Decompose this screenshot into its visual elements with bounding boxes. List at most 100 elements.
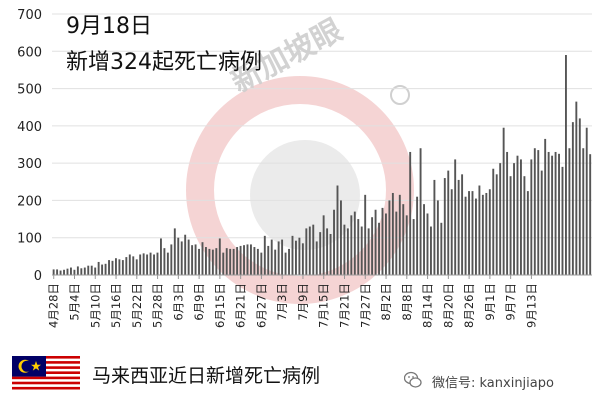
bar — [166, 252, 169, 275]
bar — [575, 101, 578, 276]
bar — [246, 244, 249, 275]
bar — [461, 174, 464, 275]
bar — [229, 248, 232, 275]
bar — [464, 196, 467, 275]
bar — [565, 55, 567, 276]
bar — [284, 252, 287, 275]
bar — [260, 252, 263, 275]
bar — [333, 209, 335, 275]
bar — [215, 248, 218, 275]
y-tick-label: 200 — [17, 194, 42, 209]
bar — [298, 237, 301, 275]
bar — [173, 228, 176, 275]
x-tick-label: 5月10日 — [88, 283, 102, 328]
bar — [142, 253, 145, 275]
watermark-center — [250, 140, 360, 250]
bar — [502, 127, 505, 275]
bar — [52, 269, 55, 275]
bar — [208, 248, 211, 275]
bar — [495, 174, 498, 275]
bar — [177, 237, 180, 275]
bar — [409, 151, 412, 275]
bar — [101, 264, 104, 275]
x-tick-label: 5月28日 — [151, 283, 165, 328]
x-tick-label: 8月20日 — [441, 283, 455, 328]
bar — [336, 185, 339, 275]
bar — [194, 244, 197, 275]
bar — [198, 248, 200, 275]
bar — [551, 155, 554, 275]
bar — [104, 263, 107, 275]
bar — [416, 196, 419, 275]
y-tick-label: 700 — [17, 8, 42, 23]
x-tick-label: 6月3日 — [171, 283, 185, 321]
bar — [94, 267, 97, 275]
bar — [485, 192, 488, 275]
bar — [111, 260, 114, 275]
bar — [412, 219, 415, 275]
bar — [295, 240, 297, 275]
bar — [222, 252, 225, 275]
bar — [201, 242, 204, 275]
bar — [475, 198, 477, 275]
bar — [160, 238, 162, 275]
x-tick-label: 5月22日 — [130, 283, 144, 328]
bar — [374, 209, 377, 275]
bar — [312, 224, 315, 275]
bar — [533, 148, 536, 275]
bar — [561, 166, 564, 275]
x-tick-label: 7月21日 — [338, 283, 352, 328]
bar — [395, 211, 398, 275]
bar — [530, 159, 533, 275]
bar — [263, 235, 266, 275]
bar — [443, 178, 446, 275]
x-tick-label: 6月15日 — [213, 283, 227, 328]
bar — [135, 259, 138, 275]
bar — [585, 127, 588, 275]
bar — [66, 268, 69, 275]
x-tick-label: 8月8日 — [400, 283, 414, 321]
bar — [544, 138, 547, 275]
x-tick-label: 4月28日 — [47, 283, 61, 328]
watermark-registered-icon — [390, 85, 410, 105]
bar — [288, 248, 290, 275]
bar — [430, 226, 432, 275]
bar — [225, 248, 228, 275]
bar — [554, 151, 557, 275]
bar — [121, 260, 124, 275]
bar — [305, 228, 308, 275]
bar — [180, 241, 183, 275]
bar — [139, 254, 142, 275]
x-tick-label: 5月4日 — [68, 283, 82, 321]
bar — [419, 148, 422, 275]
bar — [481, 194, 484, 275]
bar — [108, 260, 110, 275]
bar — [488, 189, 491, 275]
x-tick-label: 9月7日 — [504, 283, 518, 321]
bar — [499, 163, 502, 275]
bar — [509, 176, 512, 275]
malaysia-flag-icon — [12, 356, 80, 392]
bar — [59, 270, 62, 275]
x-tick-label: 7月9日 — [296, 283, 310, 321]
bar — [506, 151, 509, 275]
bar — [582, 148, 585, 275]
bar — [547, 151, 550, 275]
bar — [301, 243, 304, 275]
bar — [243, 245, 245, 275]
bar — [76, 266, 79, 275]
bar — [87, 265, 90, 275]
x-tick-label: 7月3日 — [275, 283, 289, 321]
bar — [153, 254, 155, 275]
chart-subtitle: 新增324起死亡病例 — [66, 50, 262, 75]
bar — [540, 170, 543, 275]
bar — [537, 150, 540, 275]
bar — [281, 239, 284, 275]
bar — [236, 247, 239, 275]
footer-caption: 马来西亚近日新增死亡病例 — [92, 365, 321, 387]
bar — [516, 155, 519, 275]
chart-title-date: 9月18日 — [66, 14, 152, 39]
bar — [440, 222, 443, 275]
bar — [319, 232, 322, 275]
